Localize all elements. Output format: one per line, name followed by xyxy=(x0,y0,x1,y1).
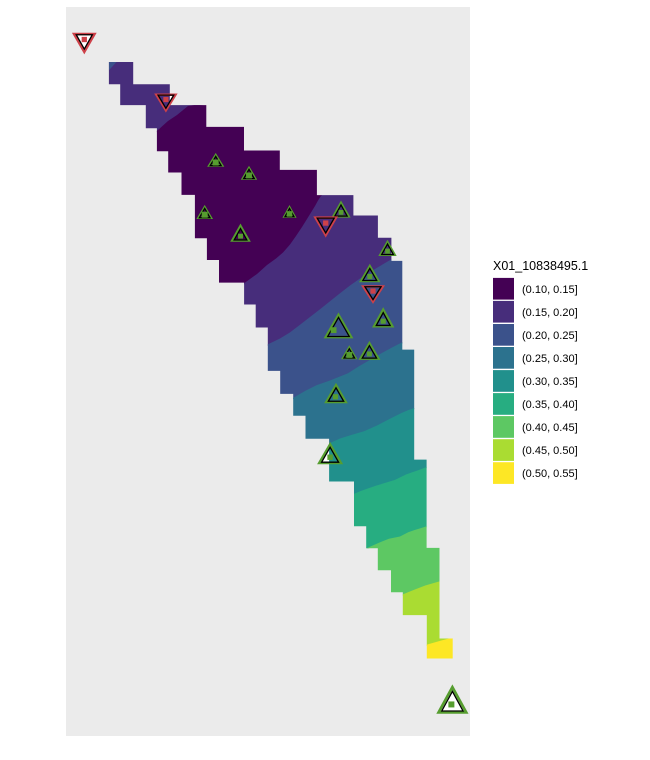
svg-text:(0.30, 0.35]: (0.30, 0.35] xyxy=(522,376,578,388)
svg-text:(0.40, 0.45]: (0.40, 0.45] xyxy=(522,422,578,434)
svg-text:(0.10, 0.15]: (0.10, 0.15] xyxy=(522,284,578,296)
svg-text:(0.45, 0.50]: (0.45, 0.50] xyxy=(522,445,578,457)
svg-text:(0.25, 0.30]: (0.25, 0.30] xyxy=(522,353,578,365)
svg-text:(0.35, 0.40]: (0.35, 0.40] xyxy=(522,399,578,411)
svg-text:X01_10838495.1: X01_10838495.1 xyxy=(493,259,588,273)
svg-text:(0.50, 0.55]: (0.50, 0.55] xyxy=(522,468,578,480)
svg-text:(0.20, 0.25]: (0.20, 0.25] xyxy=(522,330,578,342)
svg-text:(0.15, 0.20]: (0.15, 0.20] xyxy=(522,307,578,319)
